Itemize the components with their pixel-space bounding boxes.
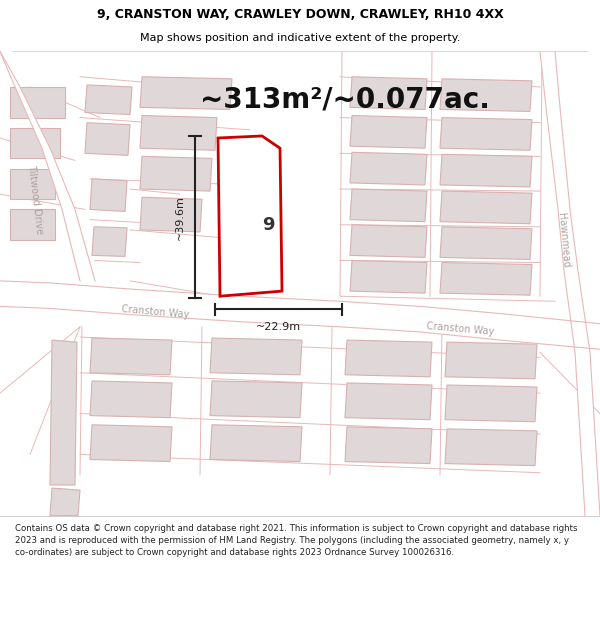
Polygon shape [85, 122, 130, 156]
Polygon shape [350, 77, 427, 109]
Polygon shape [440, 191, 532, 224]
Polygon shape [440, 118, 532, 150]
Polygon shape [540, 51, 600, 516]
Polygon shape [345, 340, 432, 377]
Polygon shape [440, 262, 532, 295]
Polygon shape [0, 281, 600, 349]
Polygon shape [140, 116, 217, 150]
Polygon shape [85, 85, 132, 114]
Polygon shape [140, 198, 202, 232]
Polygon shape [445, 429, 537, 466]
Polygon shape [10, 169, 55, 199]
Text: Cranston Way: Cranston Way [121, 304, 190, 319]
Polygon shape [140, 77, 232, 109]
Text: Tiltwood Drive: Tiltwood Drive [26, 164, 44, 234]
Polygon shape [350, 261, 427, 293]
Text: Contains OS data © Crown copyright and database right 2021. This information is : Contains OS data © Crown copyright and d… [15, 524, 577, 557]
Text: ~22.9m: ~22.9m [256, 322, 301, 332]
Polygon shape [345, 383, 432, 420]
Polygon shape [440, 154, 532, 187]
Polygon shape [10, 127, 60, 158]
Polygon shape [90, 338, 172, 375]
Polygon shape [90, 179, 127, 211]
Polygon shape [345, 427, 432, 464]
Polygon shape [445, 342, 537, 379]
Polygon shape [10, 209, 55, 240]
Text: ~39.6m: ~39.6m [175, 194, 185, 239]
Polygon shape [445, 385, 537, 422]
Polygon shape [350, 225, 427, 258]
Polygon shape [210, 381, 302, 418]
Text: Map shows position and indicative extent of the property.: Map shows position and indicative extent… [140, 33, 460, 44]
Polygon shape [140, 156, 212, 191]
Text: 9: 9 [262, 216, 274, 234]
Polygon shape [210, 425, 302, 461]
Polygon shape [90, 381, 172, 418]
Polygon shape [50, 488, 80, 516]
Text: 9, CRANSTON WAY, CRAWLEY DOWN, CRAWLEY, RH10 4XX: 9, CRANSTON WAY, CRAWLEY DOWN, CRAWLEY, … [97, 8, 503, 21]
Polygon shape [50, 340, 77, 485]
Text: Cranston Way: Cranston Way [425, 321, 494, 337]
Polygon shape [350, 189, 427, 222]
Polygon shape [350, 152, 427, 185]
Polygon shape [92, 227, 127, 256]
Polygon shape [0, 51, 95, 281]
Text: ~313m²/~0.077ac.: ~313m²/~0.077ac. [200, 85, 490, 113]
Polygon shape [90, 425, 172, 461]
Polygon shape [350, 116, 427, 148]
Polygon shape [440, 227, 532, 259]
Polygon shape [440, 79, 532, 111]
Polygon shape [218, 136, 282, 296]
Polygon shape [210, 338, 302, 375]
Text: Hawnmead: Hawnmead [556, 212, 571, 268]
Polygon shape [10, 87, 65, 118]
